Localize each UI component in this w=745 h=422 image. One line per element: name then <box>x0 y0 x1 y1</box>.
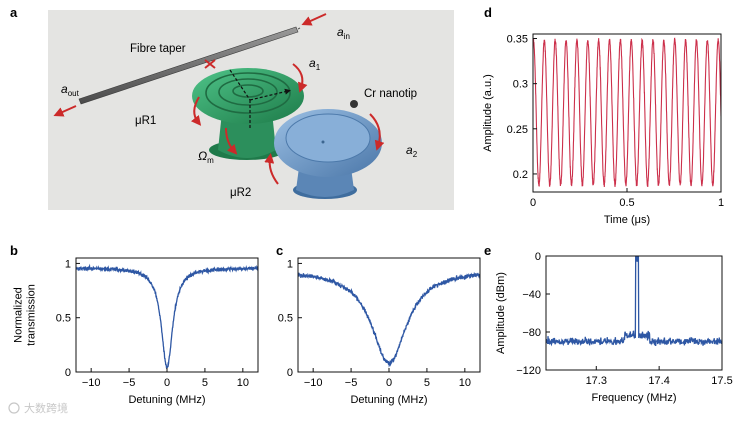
label-ur1: μR1 <box>135 115 156 127</box>
a1-circulation-arrow <box>292 63 308 93</box>
fibre-taper <box>78 26 301 105</box>
ur2-circulation-arrow <box>264 153 279 185</box>
flow-arrows <box>53 13 385 185</box>
cr-nanotip-sphere <box>350 100 358 108</box>
chart-b-xtick-label: 10 <box>237 377 249 389</box>
chart-e-ytick-label: 0 <box>535 251 541 263</box>
chart-d-xtick-label: 0.5 <box>619 197 634 209</box>
label-a-out: aout <box>61 82 80 98</box>
panel-letter-b: b <box>10 243 18 258</box>
chart-e-ylabel-line: Amplitude (dBm) <box>495 272 507 354</box>
chart-c-ytick-label: 0.5 <box>278 313 293 325</box>
chart-e-ytick-label: −120 <box>516 365 541 377</box>
chart-b-xtick-label: −5 <box>123 377 136 389</box>
chart-e-ylabel: Amplitude (dBm) <box>495 272 507 354</box>
chart-d-series-signal <box>533 37 721 188</box>
chart-d-ytick-label: 0.2 <box>513 169 528 181</box>
ur1-circulation-arrow <box>190 96 202 126</box>
chart-d: 0 0.5 1 0.2 0.25 0.3 0.35 Time (μs) Amplitude (a… <box>482 33 724 226</box>
label-fibre-taper: Fibre taper <box>130 43 186 55</box>
chart-b-series-transmission <box>76 263 258 369</box>
chart-b-ylabel-line: Normalized <box>13 287 25 343</box>
output-arrow <box>53 105 77 117</box>
chart-b-ylabel-line: transmission <box>26 284 38 346</box>
chart-d-xtick-label: 0 <box>530 197 536 209</box>
chart-e-series-spectrum <box>546 256 722 347</box>
watermark: 大数跨境 <box>8 401 68 415</box>
input-arrow <box>301 13 327 26</box>
label-a2: a2 <box>406 143 418 159</box>
chart-b-xtick-label: 5 <box>202 377 208 389</box>
chart-b-frame <box>75 257 259 373</box>
chart-c-frame <box>297 257 481 373</box>
chart-e-frame <box>545 255 723 371</box>
chart-e-xlabel: Frequency (MHz) <box>592 392 677 404</box>
chart-d-ytick-label: 0.25 <box>507 124 528 136</box>
chart-b-ytick-label: 1 <box>65 258 71 270</box>
chart-c-xtick-label: 0 <box>386 377 392 389</box>
label-cr-nanotip: Cr nanotip <box>364 88 417 100</box>
chart-e-ytick-label: −40 <box>522 289 541 301</box>
chart-b-ytick-label: 0.5 <box>56 313 71 325</box>
omega-arrow <box>225 127 238 155</box>
chart-e-xtick-label: 17.4 <box>648 375 669 387</box>
watermark-text: 大数跨境 <box>24 401 68 415</box>
dashed-axes <box>229 69 291 128</box>
chart-b-xtick-label: −10 <box>82 377 101 389</box>
chart-d-xtick-label: 1 <box>718 197 724 209</box>
watermark-logo-icon <box>8 402 20 414</box>
a2-circulation-arrow <box>369 113 385 151</box>
chart-e: 17.3 17.4 17.5 −120 −80 −40 0 Frequency (MHz) Am… <box>495 251 733 404</box>
chart-b-ylabel: Normalizedtransmission <box>13 284 38 346</box>
chart-c: −10 −5 0 5 10 0 0.5 1 Detuning (MHz) <box>278 257 481 406</box>
chart-b-xlabel: Detuning (MHz) <box>128 394 205 406</box>
chart-c-ytick-label: 1 <box>287 258 293 270</box>
label-a-in: ain <box>337 25 350 41</box>
chart-d-ytick-label: 0.35 <box>507 34 528 46</box>
label-omega-m: Ωm <box>198 149 214 165</box>
label-ur2: μR2 <box>230 187 251 199</box>
chart-d-ytick-label: 0.3 <box>513 79 528 91</box>
chart-d-ylabel: Amplitude (a.u.) <box>482 74 494 152</box>
chart-b: −10 −5 0 5 10 0 0.5 1 Detuning (MHz) Normalizedtr… <box>13 257 259 406</box>
chart-b-ytick-label: 0 <box>65 367 71 379</box>
chart-c-xtick-label: 10 <box>459 377 471 389</box>
chart-c-ytick-label: 0 <box>287 367 293 379</box>
chart-b-xtick-label: 0 <box>164 377 170 389</box>
chart-c-xtick-label: −5 <box>345 377 358 389</box>
panel-letter-a: a <box>10 5 18 20</box>
chart-c-xtick-label: 5 <box>424 377 430 389</box>
chart-c-xlabel: Detuning (MHz) <box>350 394 427 406</box>
panel-a: Fibre taper ain aout a1 a2 Cr nanotip μR… <box>48 10 454 210</box>
chart-c-series-transmission <box>298 271 480 368</box>
resonator-ur2 <box>274 109 382 199</box>
panel-letter-c: c <box>276 243 283 258</box>
coupling-cross <box>204 59 216 69</box>
chart-d-xlabel: Time (μs) <box>604 214 650 226</box>
panel-letter-e: e <box>484 243 491 258</box>
chart-e-xtick-label: 17.5 <box>711 375 732 387</box>
label-a1: a1 <box>309 56 321 72</box>
panel-letter-d: d <box>484 5 492 20</box>
chart-e-ytick-label: −80 <box>522 327 541 339</box>
chart-c-xtick-label: −10 <box>304 377 323 389</box>
chart-d-ylabel-line: Amplitude (a.u.) <box>482 74 494 152</box>
chart-e-xtick-label: 17.3 <box>586 375 607 387</box>
